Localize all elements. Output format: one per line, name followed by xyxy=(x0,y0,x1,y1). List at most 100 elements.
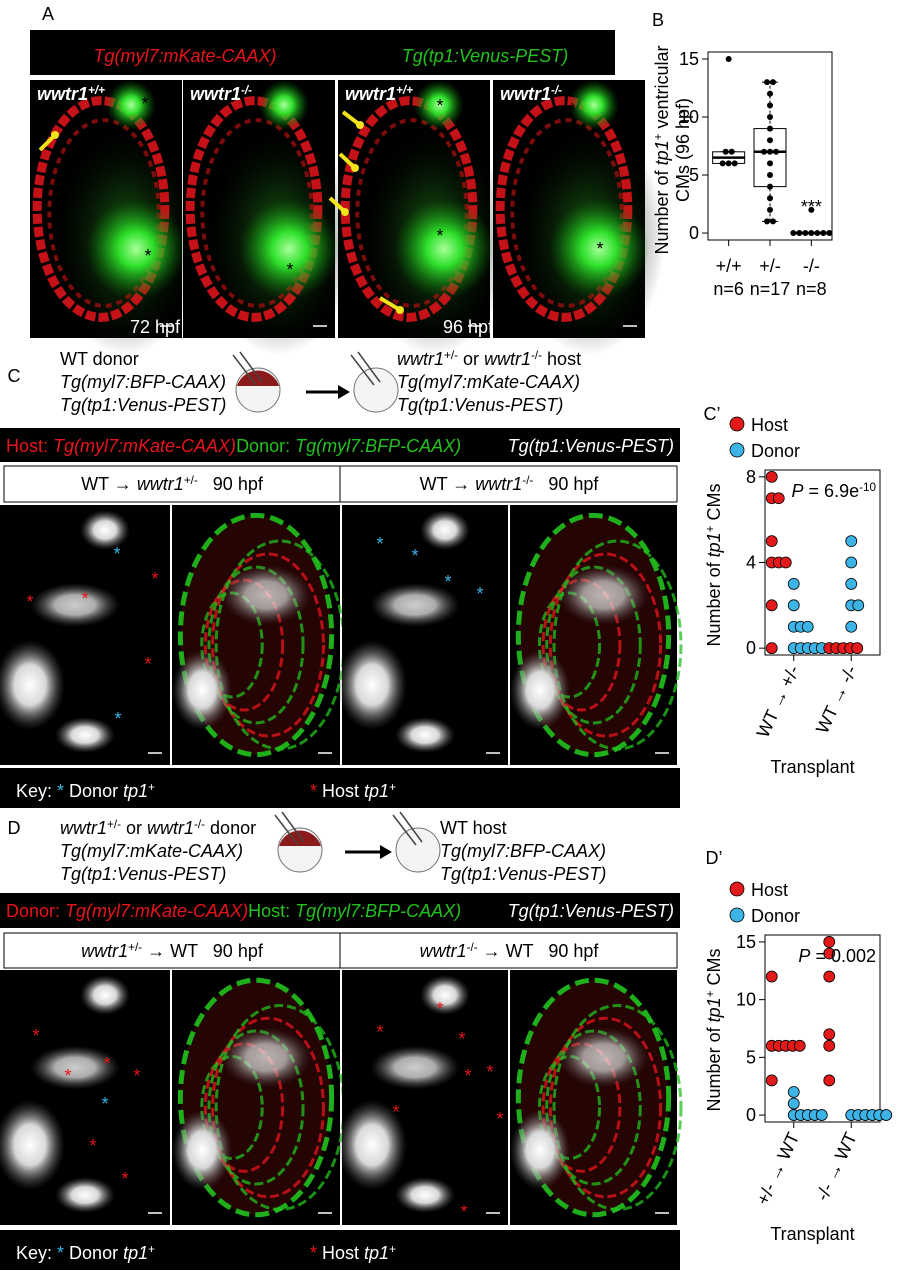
text-part: +/- xyxy=(128,941,142,954)
cell xyxy=(55,1177,115,1213)
text-part: Donor xyxy=(64,1243,123,1263)
legend-marker xyxy=(729,416,745,432)
text-part: host xyxy=(542,349,581,369)
text-part: wwtr1 xyxy=(484,349,531,369)
point xyxy=(845,556,858,569)
asterisk: * xyxy=(486,1062,493,1082)
asterisk: * xyxy=(121,1169,128,1189)
point xyxy=(767,195,773,202)
point xyxy=(808,230,815,237)
header-box xyxy=(3,465,341,503)
text-part: -/- xyxy=(194,818,205,831)
y-tick-label: 10 xyxy=(679,107,699,127)
text-part: Tg(myl7:mKate-CAAX) xyxy=(93,46,276,66)
cell xyxy=(80,975,130,1015)
text-part: wwtr1 xyxy=(345,84,396,104)
yellow-arrow-head xyxy=(351,164,359,172)
y-tick-label: 0 xyxy=(746,1105,756,1125)
protocol-text: WT donor xyxy=(60,349,139,369)
point xyxy=(765,970,778,983)
text-part: -/- xyxy=(522,474,533,487)
point xyxy=(765,599,778,612)
text-part: + xyxy=(704,990,717,997)
text-part: + xyxy=(148,1243,155,1256)
panel-label: A xyxy=(42,4,54,24)
plot-frame xyxy=(764,934,881,1123)
black-bar xyxy=(0,893,680,928)
text-part: -/- xyxy=(531,349,542,362)
cell xyxy=(55,717,115,753)
text-part: tp1 xyxy=(364,1243,389,1263)
header-text: wwtr1+/- → WT 90 hpf xyxy=(81,941,264,962)
text-part: -/- xyxy=(241,84,252,97)
y-tick-label: 10 xyxy=(736,990,756,1010)
panel-label: B xyxy=(652,10,664,30)
micrograph xyxy=(338,80,510,356)
point xyxy=(772,492,785,505)
y-tick-label: 5 xyxy=(746,1047,756,1067)
x-tick-label: +/- → WT xyxy=(752,1129,803,1208)
micrograph xyxy=(510,970,683,1225)
yellow-arrow-head xyxy=(396,306,404,314)
protocol-text: Tg(tp1:Venus-PEST) xyxy=(60,864,226,884)
legend-label: Donor xyxy=(751,441,800,461)
cell xyxy=(0,1100,65,1190)
cell xyxy=(221,565,311,625)
text-part: Host xyxy=(317,781,364,801)
point xyxy=(764,79,770,86)
legend-text: Host: Tg(myl7:mKate-CAAX)Donor: Tg(myl7:… xyxy=(6,436,461,456)
text-part: or xyxy=(121,818,147,838)
legend-text: Tg(tp1:Venus-PEST) xyxy=(402,46,568,66)
legend-text: Donor: Tg(myl7:mKate-CAAX)Host: Tg(myl7:… xyxy=(6,901,461,921)
cell-net xyxy=(203,1042,285,1173)
y-tick-label: 15 xyxy=(736,932,756,952)
n-label: n=8 xyxy=(796,279,827,299)
text-part: C’ xyxy=(704,404,721,424)
text-part: WT → xyxy=(81,474,137,494)
point xyxy=(767,172,773,179)
point xyxy=(764,218,770,225)
needle xyxy=(357,351,381,383)
text-part: D’ xyxy=(706,848,723,868)
black-bar xyxy=(0,428,680,462)
protocol-text: Tg(myl7:BFP-CAAX) xyxy=(440,841,606,861)
text-part: 90 hpf xyxy=(198,941,264,961)
text-part: +/+ xyxy=(396,84,413,97)
text-part: Donor: xyxy=(236,436,295,456)
x-tick-label: WT → -/- xyxy=(812,662,861,736)
text-part: = 0.002 xyxy=(810,946,876,966)
micrograph xyxy=(510,505,683,765)
black-bar xyxy=(0,768,680,808)
point xyxy=(801,620,814,633)
cell-net xyxy=(200,1055,264,1160)
point xyxy=(790,230,797,237)
genotype-label: wwtr1-/- xyxy=(500,84,562,105)
cell xyxy=(370,1045,460,1090)
point xyxy=(787,599,800,612)
micrograph xyxy=(183,80,355,356)
needle xyxy=(274,814,299,846)
text-part: ventricular xyxy=(652,46,672,134)
y-axis-title: Number of tp1+ ventricular xyxy=(652,46,673,255)
text-part: Number of xyxy=(652,165,672,254)
point xyxy=(770,79,776,86)
point xyxy=(767,160,773,167)
cell xyxy=(221,1027,311,1088)
text-part: Tg(tp1:Venus-PEST) xyxy=(508,901,674,921)
asterisk: * xyxy=(81,589,88,609)
text-part: -10 xyxy=(859,481,876,494)
point xyxy=(815,1109,828,1121)
text-part: Tg(myl7:BFP-CAAX) xyxy=(440,841,606,861)
micrograph xyxy=(172,970,346,1225)
point xyxy=(767,90,773,97)
point xyxy=(787,1097,800,1110)
text-part: C xyxy=(8,366,21,386)
legend-marker xyxy=(729,442,745,458)
text-part: wwtr1 xyxy=(37,84,88,104)
text-part: or xyxy=(458,349,484,369)
valve xyxy=(86,199,186,299)
legend-text: Tg(myl7:mKate-CAAX) xyxy=(93,46,276,66)
asterisk: * xyxy=(436,226,443,246)
asterisk: * xyxy=(144,246,151,266)
text-part: Donor: xyxy=(6,901,65,921)
